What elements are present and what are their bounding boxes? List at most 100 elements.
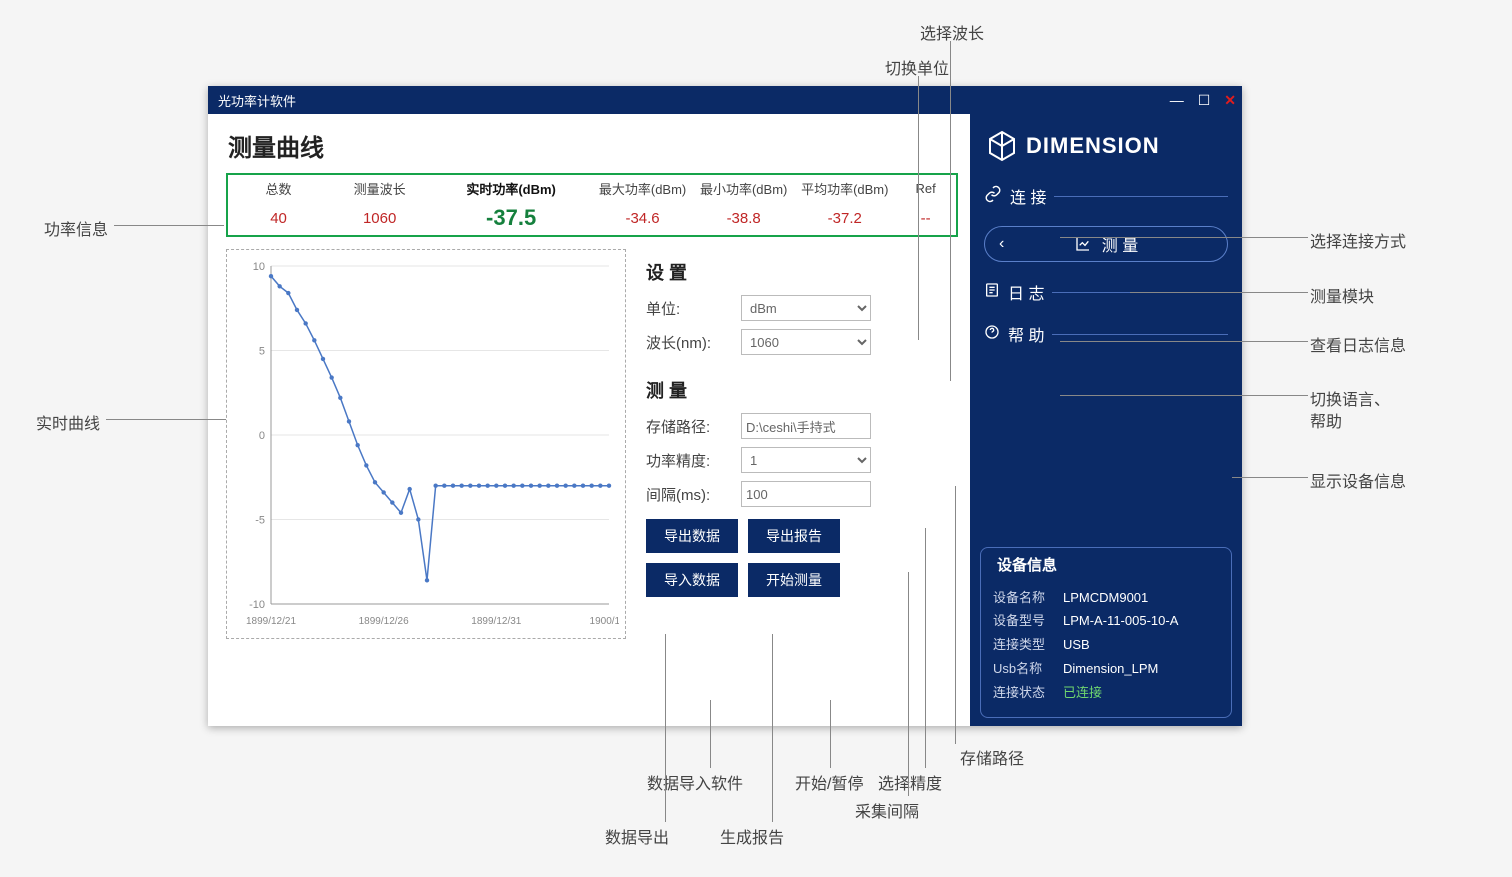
nav-label: 测 量 [1102,232,1138,256]
export-data-button[interactable]: 导出数据 [646,519,738,553]
svg-text:1900/1/5: 1900/1/5 [590,616,619,627]
chevron-left-icon: ‹ [999,235,1004,253]
svg-text:-10: -10 [249,599,265,611]
nav-label: 连 接 [1010,184,1046,208]
device-row: 设备名称 LPMCDM9001 [993,590,1221,607]
app-window: 光功率计软件 — ☐ ✕ 测量曲线 总数 测量波长 实时功率(dBm) 最大功率… [208,86,1242,726]
device-value: LPM-A-11-005-10-A [1063,613,1221,630]
annotation: 选择连接方式 [1310,228,1406,252]
brand-logo: DIMENSION [986,130,1232,162]
nav-label: 日 志 [1008,280,1044,304]
svg-text:1899/12/31: 1899/12/31 [471,616,521,627]
minimize-button[interactable]: — [1170,92,1184,108]
nav-label: 帮 助 [1008,322,1044,346]
table-header: 测量波长 [329,179,430,198]
log-icon [984,282,1000,303]
device-key: Usb名称 [993,661,1055,678]
annotation: 帮助 [1310,408,1342,432]
device-info-title: 设备信息 [993,554,1061,575]
annotation: 切换单位 [885,55,949,79]
device-value: Dimension_LPM [1063,661,1221,678]
svg-text:10: 10 [253,261,265,273]
device-row: 连接状态已连接 [993,685,1221,702]
table-value: 40 [228,210,329,227]
titlebar: 光功率计软件 — ☐ ✕ [208,86,1242,114]
annotation: 选择波长 [920,20,984,44]
device-row: 设备型号 LPM-A-11-005-10-A [993,613,1221,630]
table-header: 总数 [228,179,329,198]
device-value: 已连接 [1063,685,1221,702]
annotation: 开始/暂停 [795,770,863,794]
settings-title: 设 置 [646,259,958,285]
table-header-realtime: 实时功率(dBm) [430,179,592,198]
device-key: 设备型号 [993,613,1055,630]
annotation: 生成报告 [720,824,784,848]
device-row: Usb名称 Dimension_LPM [993,661,1221,678]
unit-select[interactable]: dBm [741,295,871,321]
svg-text:1899/12/26: 1899/12/26 [359,616,409,627]
path-label: 存储路径: [646,416,741,437]
annotation: 选择精度 [878,770,942,794]
table-header: 平均功率(dBm) [794,179,895,198]
precision-select[interactable]: 1 [741,447,871,473]
table-value: 1060 [329,210,430,227]
main-title: 测量曲线 [228,128,958,163]
svg-text:0: 0 [259,430,265,442]
precision-label: 功率精度: [646,450,741,471]
annotation: 数据导入软件 [647,770,743,794]
device-row: 连接类型 USB [993,637,1221,654]
wavelength-select[interactable]: 1060 [741,329,871,355]
svg-text:-5: -5 [255,515,265,527]
table-header: 最大功率(dBm) [592,179,693,198]
nav-item-connect[interactable]: 连 接 [984,184,1228,208]
export-report-button[interactable]: 导出报告 [748,519,840,553]
annotation: 存储路径 [960,745,1024,769]
annotation: 切换语言、 [1310,386,1390,410]
maximize-button[interactable]: ☐ [1198,92,1211,109]
realtime-chart-panel: -10 -5 0 5 10 1899/12/21 1899/12/26 1899/12/31 1… [226,249,626,639]
import-data-button[interactable]: 导入数据 [646,563,738,597]
window-title: 光功率计软件 [218,91,296,110]
nav-item-measure[interactable]: ‹ 测 量 [984,226,1228,262]
device-key: 连接类型 [993,637,1055,654]
annotation: 查看日志信息 [1310,332,1406,356]
brand-text: DIMENSION [1026,133,1160,159]
annotation: 数据导出 [605,824,669,848]
sidebar: DIMENSION 连 接 ‹ 测 [970,114,1242,726]
wavelength-label: 波长(nm): [646,332,741,353]
svg-text:5: 5 [259,346,265,358]
table-value: -- [895,210,956,227]
annotation: 测量模块 [1310,283,1374,307]
start-measure-button[interactable]: 开始测量 [748,563,840,597]
interval-input[interactable] [741,481,871,507]
help-icon [984,324,1000,345]
svg-text:1899/12/21: 1899/12/21 [246,616,296,627]
device-value: USB [1063,637,1221,654]
table-header-row: 总数 测量波长 实时功率(dBm) 最大功率(dBm) 最小功率(dBm) 平均… [228,175,956,201]
annotation: 采集间隔 [855,798,919,822]
interval-label: 间隔(ms): [646,484,741,505]
table-header: 最小功率(dBm) [693,179,794,198]
power-info-table: 总数 测量波长 实时功率(dBm) 最大功率(dBm) 最小功率(dBm) 平均… [226,173,958,237]
table-value: -37.2 [794,210,895,227]
link-icon [984,185,1002,208]
device-key: 连接状态 [993,685,1055,702]
nav-item-help[interactable]: 帮 助 [984,322,1228,346]
table-value: -34.6 [592,210,693,227]
unit-label: 单位: [646,298,741,319]
path-input[interactable] [741,413,871,439]
device-info-box: 设备信息 设备名称 LPMCDM9001 设备型号 LPM-A-11-005-10-A… [980,547,1232,718]
annotation: 实时曲线 [36,410,100,434]
device-value: LPMCDM9001 [1063,590,1221,607]
table-header: Ref [895,181,956,196]
measure-title: 测 量 [646,377,958,403]
table-value: -38.8 [693,210,794,227]
device-key: 设备名称 [993,590,1055,607]
table-value-row: 40 1060 -37.5 -34.6 -38.8 -37.2 -- [228,201,956,235]
line-chart: -10 -5 0 5 10 1899/12/21 1899/12/26 1899/12/31 1… [231,256,619,634]
close-button[interactable]: ✕ [1224,92,1236,109]
logo-icon [986,130,1018,162]
annotation: 功率信息 [44,216,108,240]
annotation: 显示设备信息 [1310,468,1406,492]
realtime-power-value: -37.5 [430,205,592,231]
